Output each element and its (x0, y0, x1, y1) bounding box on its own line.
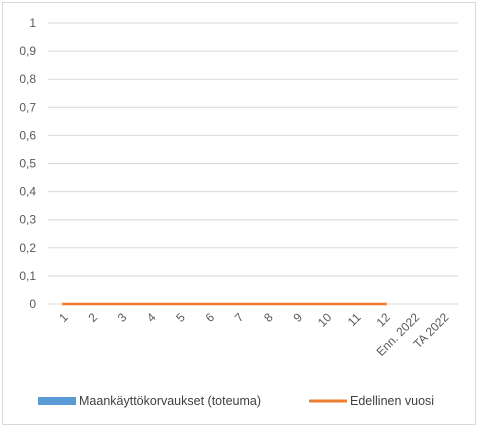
x-tick-label: 11 (345, 310, 364, 329)
y-tick-label: 0,7 (19, 100, 36, 114)
x-tick-label: 12 (374, 310, 394, 330)
y-tick-label: 0,6 (19, 128, 36, 142)
y-tick-label: 0 (29, 297, 36, 311)
y-tick-label: 0,4 (19, 185, 36, 199)
x-tick-label: 8 (261, 310, 276, 325)
y-tick-label: 1 (29, 16, 36, 30)
x-tick-label: 7 (232, 310, 247, 325)
x-tick-label: 9 (290, 310, 305, 325)
x-tick-label: 2 (85, 310, 100, 325)
x-tick-label: 10 (315, 310, 335, 330)
legend-swatch-bar (38, 397, 76, 405)
y-tick-label: 0,5 (19, 157, 36, 171)
legend: Maankäyttökorvaukset (toteuma) Edellinen… (38, 394, 434, 408)
legend-label-line: Edellinen vuosi (350, 394, 434, 408)
y-tick-label: 0,3 (19, 213, 36, 227)
y-tick-label: 0,9 (19, 44, 36, 58)
y-tick-label: 0,2 (19, 241, 36, 255)
y-tick-label: 0,8 (19, 72, 36, 86)
x-tick-label: 3 (115, 310, 130, 325)
x-tick-label: 1 (56, 310, 71, 325)
y-tick-label: 0,1 (19, 269, 36, 283)
x-tick-label: 4 (144, 310, 159, 325)
x-tick-label: 5 (173, 310, 188, 325)
x-tick-label: 6 (203, 310, 218, 325)
chart-frame (2, 2, 476, 425)
y-axis-ticks: 0 0,1 0,2 0,3 0,4 0,5 0,6 0,7 0,8 0,9 1 (19, 16, 36, 311)
gridlines (48, 22, 458, 305)
legend-label-bar: Maankäyttökorvaukset (toteuma) (79, 394, 261, 408)
